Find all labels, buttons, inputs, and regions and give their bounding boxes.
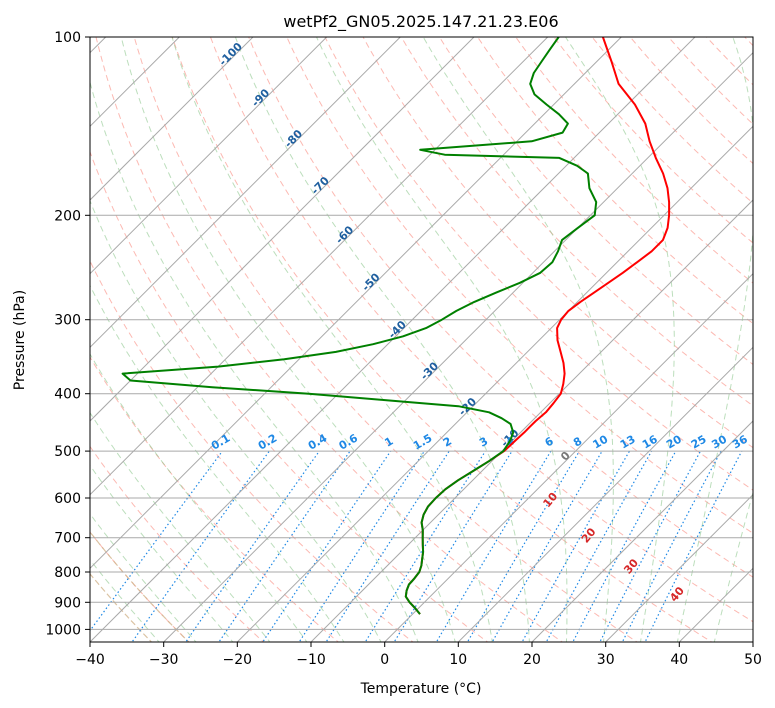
dry-adiabat-line (90, 150, 489, 642)
x-tick-label: 0 (380, 652, 389, 668)
x-tick-label: −30 (149, 652, 179, 668)
mixing-ratio-line (131, 450, 270, 642)
isotherm-line (90, 37, 622, 570)
profiles (121, 37, 671, 615)
plot-frame (89, 36, 754, 643)
plot-area: -100-90-80-70-60-50-40-30-20-100 0.1 0.2 0… (90, 37, 753, 642)
mixing-ratio-line (599, 450, 702, 642)
moist-adiabat-line (90, 199, 382, 642)
mixing-ratio-line (393, 450, 513, 642)
mixing-ratio-line (90, 450, 223, 632)
isotherm-line (236, 125, 753, 642)
x-axis: −40 −30 −20 −10 0 10 20 30 40 50 (75, 642, 762, 668)
isotherm-line (163, 51, 753, 642)
y-tick-label: 100 (54, 30, 81, 46)
mixing-ratio-line (185, 450, 320, 642)
y-tick-label: 600 (54, 491, 81, 507)
isotherm-line (90, 37, 328, 275)
isotherm-line (531, 420, 753, 642)
chart-title: wetPf2_GN05.2025.147.21.23.E06 (283, 12, 558, 32)
mixing-ratio-line (572, 450, 677, 642)
x-tick-label: −10 (296, 652, 326, 668)
isotherm-line (90, 37, 254, 201)
dry-adiabat-line (90, 259, 414, 642)
isotherm-line (90, 37, 401, 349)
x-tick-label: 50 (744, 652, 762, 668)
y-tick-label: 1000 (45, 622, 81, 638)
dewpoint-profile-line (121, 37, 598, 615)
y-tick-label: 900 (54, 595, 81, 611)
isotherm-line (384, 272, 753, 642)
y-tick-label: 400 (54, 387, 81, 403)
isobars (90, 37, 753, 630)
y-tick-label: 500 (54, 444, 81, 460)
y-axis-label: Pressure (hPa) (12, 290, 28, 390)
x-tick-label: 20 (523, 652, 541, 668)
isotherm-line (605, 493, 753, 642)
isotherms (90, 37, 753, 642)
x-tick-label: 10 (449, 652, 467, 668)
mixing-ratio-line (262, 450, 392, 642)
y-tick-label: 800 (54, 565, 81, 581)
isotherm-line (457, 346, 753, 642)
x-tick-label: −20 (223, 652, 253, 668)
x-axis-label: Temperature (°C) (360, 681, 482, 697)
moist-adiabat-line (90, 80, 419, 642)
y-tick-label: 200 (54, 208, 81, 224)
y-tick-label: 700 (54, 531, 81, 547)
isotherm-line (310, 199, 753, 642)
y-axis: 100 200 300 400 500 600 700 800 900 1000 (45, 30, 90, 638)
isotherm-line (90, 37, 475, 422)
x-tick-label: −40 (75, 652, 105, 668)
isotherm-line (90, 37, 549, 496)
mixing-ratio-line (621, 450, 722, 642)
y-tick-label: 300 (54, 313, 81, 329)
x-tick-label: 40 (670, 652, 688, 668)
mixing-ratio-line (325, 450, 450, 642)
mixing-ratio-line (298, 450, 425, 642)
mixing-ratio-line (218, 450, 351, 642)
mixing-ratio-line (466, 450, 580, 642)
x-tick-label: 30 (597, 652, 615, 668)
